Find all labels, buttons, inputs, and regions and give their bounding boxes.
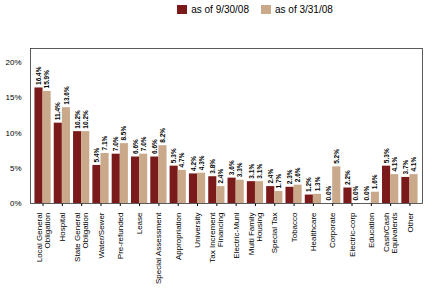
svg-text:Electric-Muni: Electric-Muni bbox=[232, 212, 241, 258]
svg-text:Electric-corp: Electric-corp bbox=[348, 212, 357, 257]
svg-text:4.1%: 4.1% bbox=[410, 157, 417, 172]
svg-text:2.4%: 2.4% bbox=[217, 169, 224, 184]
svg-text:Healthcare: Healthcare bbox=[309, 212, 318, 251]
svg-text:3.3%: 3.3% bbox=[236, 162, 243, 177]
svg-text:Other: Other bbox=[406, 212, 415, 232]
svg-text:7.0%: 7.0% bbox=[140, 136, 147, 151]
svg-text:2.4%: 2.4% bbox=[267, 169, 274, 184]
svg-text:6.6%: 6.6% bbox=[132, 139, 139, 154]
svg-text:Hospital: Hospital bbox=[58, 212, 67, 241]
html-text:as of 9/30/08: as of 9/30/08 bbox=[191, 3, 249, 15]
svg-text:5%: 5% bbox=[10, 164, 22, 173]
svg-text:Pre-refunded: Pre-refunded bbox=[116, 213, 125, 260]
svg-text:6.6%: 6.6% bbox=[151, 139, 158, 154]
svg-text:0.0%: 0.0% bbox=[363, 185, 370, 200]
svg-text:3.7%: 3.7% bbox=[402, 159, 409, 174]
svg-text:5.3%: 5.3% bbox=[170, 148, 177, 163]
svg-text:3.1%: 3.1% bbox=[247, 164, 254, 179]
svg-text:Multi FamilyHousing: Multi FamilyHousing bbox=[247, 213, 264, 256]
svg-text:Lease: Lease bbox=[135, 212, 144, 234]
svg-text:Special Tax: Special Tax bbox=[270, 213, 279, 254]
svg-text:2.6%: 2.6% bbox=[294, 167, 301, 182]
svg-text:University: University bbox=[193, 213, 202, 248]
svg-text:8.2%: 8.2% bbox=[159, 128, 166, 143]
svg-text:16.4%: 16.4% bbox=[35, 66, 42, 85]
svg-text:13.6%: 13.6% bbox=[62, 86, 69, 105]
svg-text:7.1%: 7.1% bbox=[101, 135, 108, 150]
svg-text:2.3%: 2.3% bbox=[286, 169, 293, 184]
svg-text:4.3%: 4.3% bbox=[198, 155, 205, 170]
svg-text:20%: 20% bbox=[5, 58, 21, 67]
svg-text:0.0%: 0.0% bbox=[352, 185, 359, 200]
svg-text:10.2%: 10.2% bbox=[74, 110, 81, 129]
svg-text:Appropriation: Appropriation bbox=[174, 213, 183, 261]
html-text:as of 3/31/08: as of 3/31/08 bbox=[275, 3, 333, 15]
svg-text:5.2%: 5.2% bbox=[333, 149, 340, 164]
svg-text:4.1%: 4.1% bbox=[391, 157, 398, 172]
svg-text:Education: Education bbox=[367, 213, 376, 249]
svg-text:Corporate: Corporate bbox=[328, 212, 337, 248]
svg-text:8.5%: 8.5% bbox=[120, 126, 127, 141]
svg-text:1.3%: 1.3% bbox=[314, 176, 321, 191]
svg-text:2.2%: 2.2% bbox=[344, 170, 351, 185]
svg-text:15.9%: 15.9% bbox=[43, 70, 50, 89]
svg-text:3.1%: 3.1% bbox=[256, 164, 263, 179]
svg-text:Special Assessment: Special Assessment bbox=[154, 212, 163, 284]
svg-text:1.6%: 1.6% bbox=[371, 174, 378, 189]
svg-text:3.8%: 3.8% bbox=[209, 159, 216, 174]
svg-text:0%: 0% bbox=[10, 199, 22, 208]
svg-text:Water/Sewer: Water/Sewer bbox=[97, 212, 106, 258]
svg-text:7.0%: 7.0% bbox=[112, 136, 119, 151]
svg-text:11.4%: 11.4% bbox=[54, 102, 61, 120]
svg-text:Tax IncrementFinancing: Tax IncrementFinancing bbox=[208, 212, 225, 263]
svg-text:Cash/CashEquivalents: Cash/CashEquivalents bbox=[382, 213, 399, 254]
svg-text:0.0%: 0.0% bbox=[325, 185, 332, 200]
svg-text:Local GeneralObligation: Local GeneralObligation bbox=[35, 212, 52, 262]
svg-text:State GeneralObligation: State GeneralObligation bbox=[73, 212, 90, 262]
svg-text:4.2%: 4.2% bbox=[190, 156, 197, 171]
svg-text:4.7%: 4.7% bbox=[178, 152, 185, 167]
svg-text:5.4%: 5.4% bbox=[93, 147, 100, 162]
svg-text:10.2%: 10.2% bbox=[82, 110, 89, 129]
svg-text:15%: 15% bbox=[5, 93, 21, 102]
svg-text:5.3%: 5.3% bbox=[383, 148, 390, 163]
svg-text:1.2%: 1.2% bbox=[305, 177, 312, 192]
svg-text:Tobacco: Tobacco bbox=[290, 212, 299, 242]
svg-text:3.6%: 3.6% bbox=[228, 160, 235, 175]
svg-text:1.7%: 1.7% bbox=[275, 173, 282, 188]
svg-text:10%: 10% bbox=[5, 129, 21, 138]
